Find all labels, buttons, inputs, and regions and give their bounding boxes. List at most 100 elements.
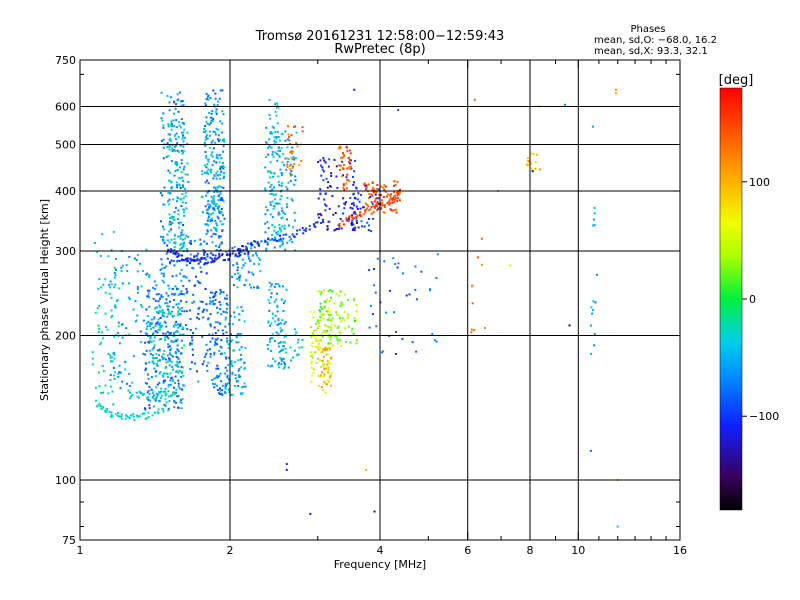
scatter-point — [167, 343, 170, 346]
scatter-point — [285, 463, 288, 465]
scatter-point — [176, 200, 178, 203]
scatter-point — [192, 267, 195, 270]
scatter-point — [206, 229, 209, 232]
scatter-point — [214, 332, 217, 334]
scatter-point — [162, 275, 165, 278]
scatter-point — [180, 159, 183, 162]
scatter-point — [286, 197, 289, 200]
scatter-point — [266, 147, 269, 150]
scatter-point — [180, 339, 183, 342]
scatter-point — [616, 525, 619, 528]
scatter-point — [531, 167, 533, 170]
scatter-point — [148, 289, 151, 292]
scatter-point — [206, 179, 209, 182]
scatter-point — [210, 171, 213, 174]
scatter-point — [200, 270, 203, 273]
scatter-point — [215, 230, 218, 233]
scatter-point — [148, 404, 151, 407]
scatter-point — [210, 119, 213, 122]
scatter-point — [278, 239, 281, 241]
scatter-point — [121, 336, 124, 339]
scatter-point — [393, 191, 395, 194]
scatter-point — [216, 138, 219, 141]
scatter-point — [218, 185, 221, 188]
scatter-point — [215, 111, 218, 114]
scatter-point — [268, 176, 271, 179]
scatter-point — [230, 333, 232, 336]
scatter-point — [285, 186, 288, 189]
scatter-point — [139, 330, 142, 333]
scatter-point — [308, 228, 311, 231]
scatter-point — [211, 151, 214, 154]
scatter-point — [203, 128, 205, 131]
scatter-point — [166, 330, 169, 333]
scatter-point — [168, 220, 171, 223]
scatter-point — [342, 187, 345, 190]
scatter-point — [158, 354, 161, 357]
scatter-point — [317, 357, 320, 360]
scatter-point — [346, 219, 349, 222]
scatter-point — [239, 248, 242, 251]
scatter-point — [213, 175, 216, 177]
scatter-point — [179, 272, 182, 275]
scatter-point — [314, 337, 317, 340]
scatter-point — [282, 341, 285, 344]
scatter-point — [319, 212, 322, 215]
scatter-point — [284, 300, 286, 303]
scatter-point — [236, 263, 239, 266]
scatter-point — [213, 209, 216, 212]
scatter-point — [287, 181, 290, 184]
scatter-point — [277, 319, 280, 322]
scatter-point — [411, 341, 414, 344]
scatter-point — [301, 130, 304, 133]
scatter-point — [326, 383, 328, 386]
scatter-point — [202, 316, 205, 319]
scatter-point — [320, 174, 323, 177]
scatter-point — [157, 322, 159, 325]
scatter-point — [259, 258, 261, 261]
scatter-point — [357, 226, 360, 229]
scatter-point — [119, 371, 122, 374]
scatter-point — [118, 342, 121, 345]
scatter-point — [277, 150, 280, 152]
scatter-point — [319, 193, 322, 196]
scatter-point — [429, 288, 431, 291]
scatter-point — [228, 356, 231, 359]
scatter-point — [214, 233, 217, 236]
scatter-point — [351, 229, 354, 231]
scatter-point — [320, 351, 323, 354]
scatter-point — [108, 283, 111, 286]
scatter-point — [349, 206, 352, 209]
scatter-point — [284, 347, 287, 350]
scatter-point — [169, 359, 172, 362]
scatter-point — [273, 340, 276, 342]
scatter-point — [216, 174, 219, 177]
scatter-point — [330, 290, 333, 293]
scatter-point — [144, 341, 147, 344]
scatter-point — [320, 222, 323, 224]
scatter-point — [329, 346, 332, 349]
scatter-point — [168, 223, 171, 226]
scatter-point — [373, 510, 376, 513]
scatter-point — [319, 375, 322, 378]
scatter-point — [225, 331, 228, 334]
scatter-point — [221, 253, 224, 256]
scatter-point — [370, 212, 373, 215]
scatter-point — [215, 367, 218, 370]
scatter-point — [340, 175, 343, 178]
scatter-point — [338, 224, 341, 227]
scatter-point — [176, 369, 179, 372]
scatter-point — [162, 126, 165, 129]
scatter-point — [328, 313, 331, 316]
scatter-point — [162, 124, 165, 127]
scatter-point — [279, 198, 282, 201]
scatter-point — [180, 290, 183, 293]
scatter-point — [365, 468, 367, 471]
scatter-point — [268, 309, 271, 312]
scatter-point — [201, 211, 204, 214]
scatter-point — [189, 342, 192, 345]
scatter-point — [199, 281, 202, 284]
scatter-point — [276, 233, 279, 236]
x-tick-label: 1 — [77, 544, 84, 557]
scatter-point — [134, 320, 137, 323]
